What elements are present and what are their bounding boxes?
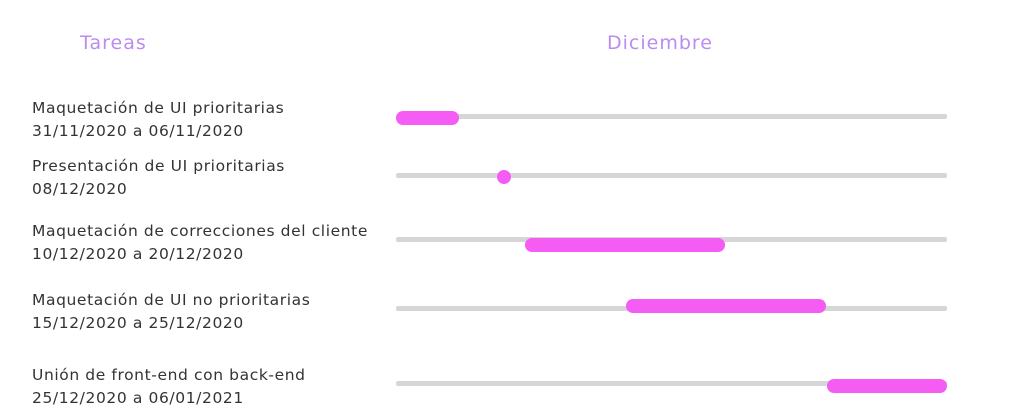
task-label: Maquetación de UI prioritarias 31/11/202… — [32, 97, 284, 143]
task-label: Maquetación de UI no prioritarias 15/12/… — [32, 289, 310, 335]
tasks-column-title: Tareas — [80, 32, 147, 54]
task-dates: 25/12/2020 a 06/01/2021 — [32, 389, 244, 407]
task-bar — [626, 299, 826, 313]
task-name: Unión de front-end con back-end — [32, 366, 306, 384]
timeline-track — [396, 114, 947, 119]
task-label: Maquetación de correcciones del cliente … — [32, 220, 368, 266]
milestone-dot — [497, 170, 511, 184]
month-column-title: Diciembre — [607, 32, 713, 54]
task-dates: 10/12/2020 a 20/12/2020 — [32, 245, 244, 263]
task-name: Maquetación de UI prioritarias — [32, 99, 285, 117]
task-name: Presentación de UI prioritarias — [32, 157, 285, 175]
task-label: Presentación de UI prioritarias 08/12/20… — [32, 155, 285, 201]
task-label: Unión de front-end con back-end 25/12/20… — [32, 364, 306, 410]
task-bar — [525, 238, 725, 252]
timeline-track — [396, 381, 947, 386]
timeline-track — [396, 173, 947, 178]
task-dates: 08/12/2020 — [32, 180, 128, 198]
task-dates: 15/12/2020 a 25/12/2020 — [32, 314, 244, 332]
task-bar — [396, 111, 459, 125]
task-name: Maquetación de UI no prioritarias — [32, 291, 311, 309]
task-dates: 31/11/2020 a 06/11/2020 — [32, 122, 244, 140]
task-name: Maquetación de correcciones del cliente — [32, 222, 368, 240]
task-bar — [827, 379, 947, 393]
